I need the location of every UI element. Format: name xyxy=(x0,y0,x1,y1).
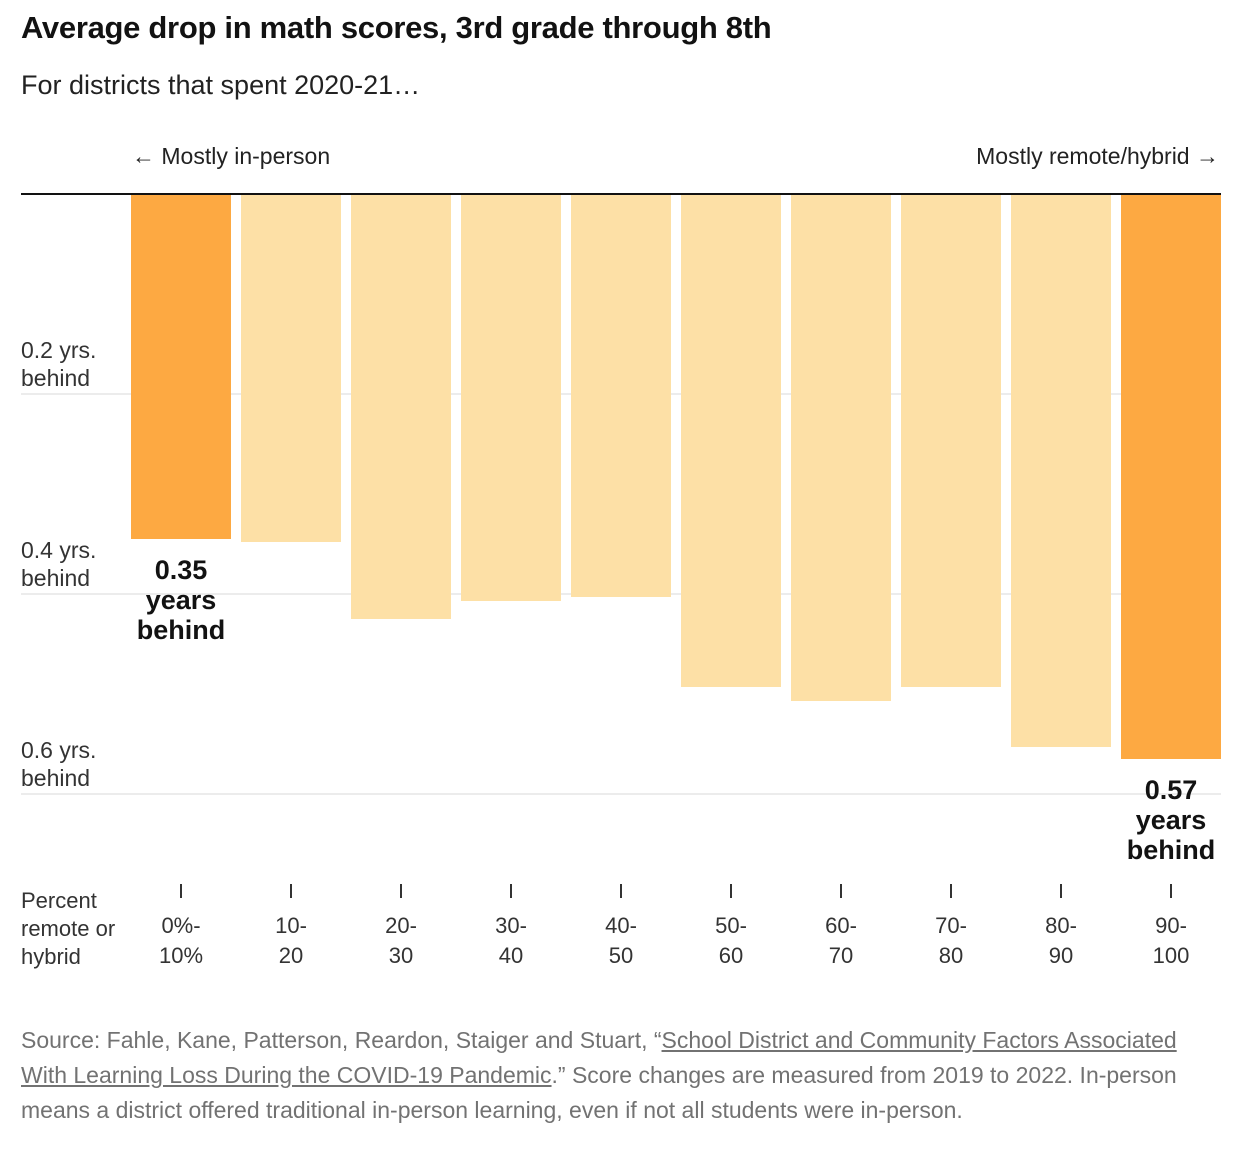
x-tick-label: 50-60 xyxy=(715,913,747,968)
x-tick-label: 30-40 xyxy=(495,913,527,968)
bar xyxy=(681,194,781,687)
bar-chart: 0.2 yrs. behind 0.4 yrs. behind 0.6 yrs. behi… xyxy=(21,143,1221,969)
y-tick-label: 0.2 yrs. behind xyxy=(21,337,96,391)
y-tick-label: 0.6 yrs. behind xyxy=(21,737,96,791)
x-axis-label: Percent remote or hybrid xyxy=(21,888,115,969)
bar xyxy=(1011,194,1111,747)
source-prefix: Source: Fahle, Kane, Patterson, Reardon,… xyxy=(21,1027,662,1053)
x-tick-label: 70-80 xyxy=(935,913,967,968)
bar xyxy=(241,194,341,542)
bar xyxy=(901,194,1001,687)
x-tick-label: 0%-10% xyxy=(159,913,203,968)
source-suffix: .” Score changes are measured from 2019 … xyxy=(21,1062,1177,1123)
x-tick-label: 10-20 xyxy=(275,913,307,968)
direction-label-left: ← Mostly in-person xyxy=(132,143,330,169)
chart-title: Average drop in math scores, 3rd grade t… xyxy=(21,10,772,45)
bar xyxy=(461,194,561,601)
x-tick-label: 80-90 xyxy=(1045,913,1077,968)
source-note: Source: Fahle, Kane, Patterson, Reardon,… xyxy=(21,1023,1216,1128)
y-tick-label: 0.4 yrs. behind xyxy=(21,537,96,591)
bar xyxy=(791,194,891,701)
direction-label-right: Mostly remote/hybrid → xyxy=(976,143,1219,169)
bar xyxy=(571,194,671,597)
bar xyxy=(1121,194,1221,759)
labels: 0.2 yrs. behind 0.4 yrs. behind 0.6 yrs. behi… xyxy=(21,143,1219,969)
bars xyxy=(131,194,1221,759)
x-tick-label: 20-30 xyxy=(385,913,417,968)
axis xyxy=(21,193,1221,898)
source-link[interactable]: School District and Community Factors As… xyxy=(21,1027,1177,1088)
chart-subtitle: For districts that spent 2020-21… xyxy=(21,70,421,100)
x-tick-label: 90-100 xyxy=(1153,913,1190,968)
bar xyxy=(131,194,231,539)
bar xyxy=(351,194,451,619)
value-annotation: 0.57 years behind xyxy=(1127,775,1216,865)
value-annotation: 0.35 years behind xyxy=(137,555,226,645)
x-tick-label: 60-70 xyxy=(825,913,857,968)
x-tick-label: 40-50 xyxy=(605,913,637,968)
